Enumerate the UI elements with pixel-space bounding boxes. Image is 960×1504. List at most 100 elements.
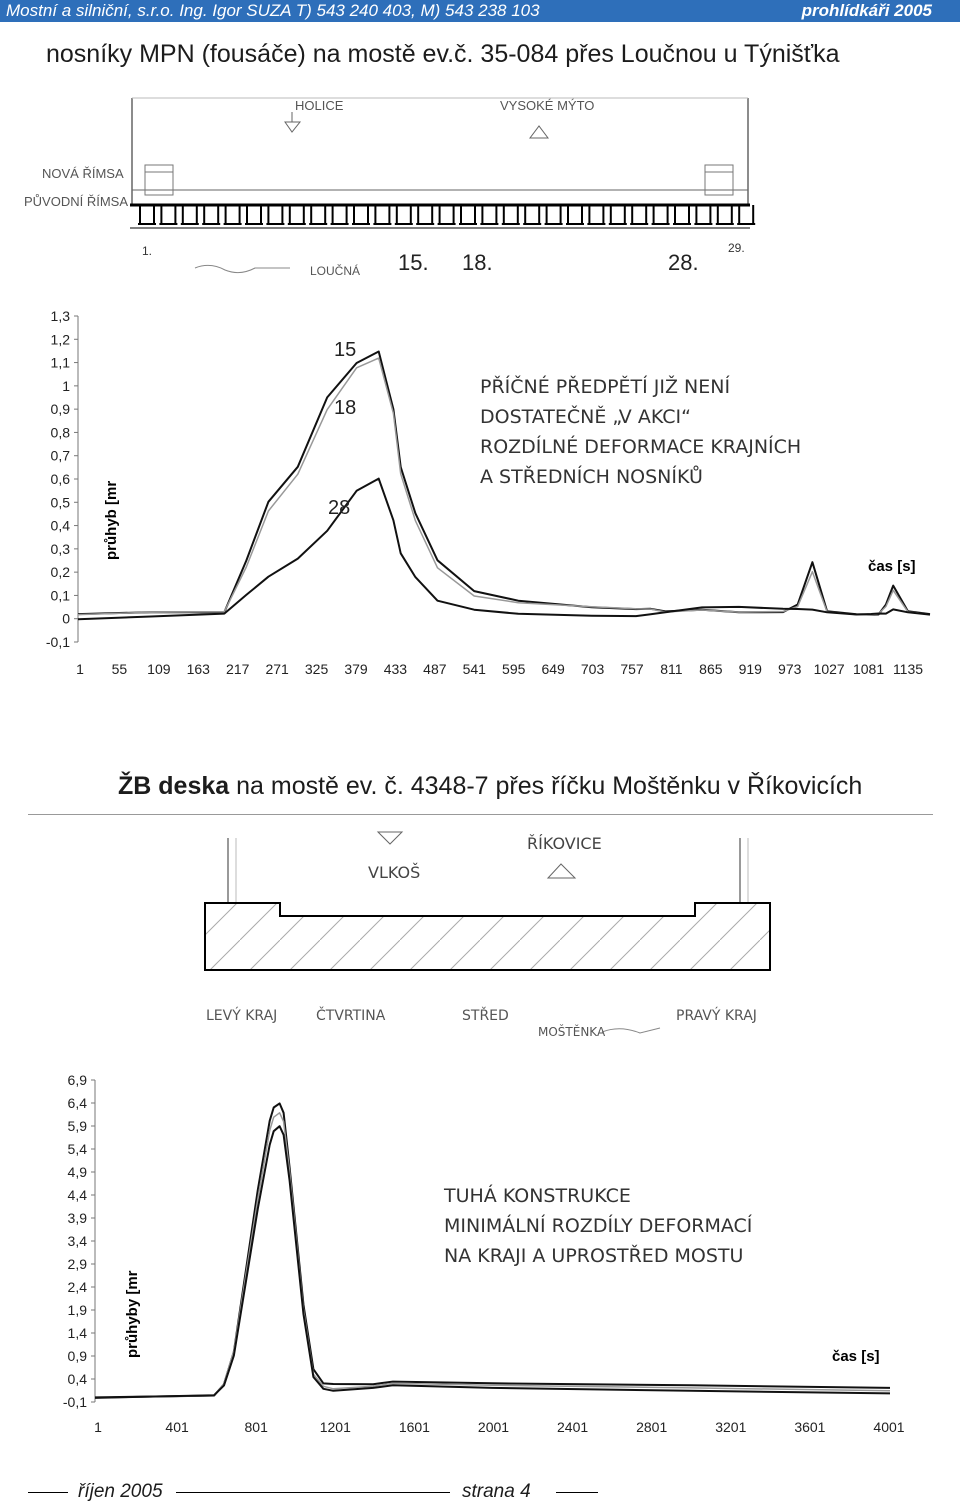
x-tick-label: 1 (94, 1419, 102, 1435)
x-tick-label: 2801 (636, 1419, 667, 1435)
y-tick-label: 0,8 (51, 424, 71, 440)
chart2-ylabel: průhyby [mr (124, 1270, 141, 1358)
chart2-xlabel: čas [s] (832, 1348, 880, 1365)
beam-label-1: 1. (142, 244, 152, 258)
x-tick-label: 163 (187, 661, 211, 677)
beam (180, 205, 199, 225)
direction-vysoke-myto: VYSOKÉ MÝTO (500, 98, 594, 113)
x-tick-label: 1 (76, 661, 84, 677)
x-tick-label: 487 (423, 661, 447, 677)
direction-holice: HOLICE (295, 98, 344, 113)
footer-rule-right (556, 1492, 598, 1493)
x-tick-label: 973 (778, 661, 802, 677)
beam (651, 205, 670, 225)
river-mostenka: MOŠTĚNKA (538, 1024, 606, 1039)
x-tick-label: 1201 (320, 1419, 351, 1435)
y-tick-label: 1 (62, 378, 70, 394)
y-tick-label: 0,9 (68, 1348, 88, 1364)
series-line (77, 477, 931, 621)
pos-left-edge: LEVÝ KRAJ (206, 1007, 277, 1024)
x-tick-label: 919 (739, 661, 763, 677)
chart1-ylabel: průhyb [mr (103, 481, 120, 560)
beam (715, 205, 734, 225)
y-tick-label: 0,4 (51, 518, 71, 534)
y-tick-label: 1,1 (51, 355, 71, 371)
x-tick-label: 325 (305, 661, 329, 677)
x-tick-label: 649 (541, 661, 565, 677)
beam (673, 205, 691, 225)
beam (544, 205, 563, 225)
beam-label-15: 15. (398, 250, 429, 275)
section2-title: ŽB deska na mostě ev. č. 4348-7 přes říč… (118, 772, 862, 801)
bridge-drawing-2: VLKOŠ ŘÍKOVICE LEVÝ KRAJ ČTVRTINA STŘED … (204, 831, 771, 1039)
note2-line2: MINIMÁLNÍ ROZDÍLY DEFORMACÍ (444, 1214, 753, 1237)
note1-line1: PŘÍČNÉ PŘEDPĚTÍ JIŽ NENÍ (480, 374, 730, 398)
y-tick-label: 0,6 (51, 471, 71, 487)
x-tick-label: 1081 (853, 661, 884, 677)
beam-label-29: 29. (728, 241, 745, 255)
beam (437, 205, 456, 225)
beam-label-18: 18. (462, 250, 493, 275)
y-tick-label: -0,1 (46, 634, 70, 650)
note1-line4: A STŘEDNÍCH NOSNÍKŮ (480, 464, 703, 488)
x-tick-label: 3201 (715, 1419, 746, 1435)
y-tick-label: 0,7 (51, 448, 71, 464)
beam (566, 205, 584, 225)
x-tick-label: 4001 (873, 1419, 904, 1435)
note1-line2: DOSTATEČNĚ „V AKCI“ (480, 404, 691, 428)
footer-month: říjen 2005 (78, 1481, 163, 1502)
beam (416, 205, 435, 225)
beam (245, 205, 263, 225)
pos-right-edge: PRAVÝ KRAJ (676, 1007, 757, 1024)
y-tick-label: 1,2 (51, 331, 71, 347)
beam (138, 205, 156, 225)
x-tick-label: 271 (265, 661, 289, 677)
x-tick-label: 703 (581, 661, 605, 677)
series-label-18: 18 (334, 397, 356, 419)
x-tick-label: 865 (699, 661, 723, 677)
beam (587, 205, 606, 225)
x-tick-label: 1027 (814, 661, 845, 677)
beam (480, 205, 499, 225)
beam (266, 205, 285, 225)
beam (223, 205, 242, 225)
y-tick-label: 2,9 (68, 1256, 88, 1272)
x-tick-label: 109 (147, 661, 171, 677)
x-tick-label: 1135 (893, 661, 923, 677)
y-tick-label: -0,1 (63, 1394, 87, 1410)
footer-rule-middle (176, 1492, 450, 1493)
beam (608, 205, 627, 225)
y-tick-label: 1,9 (68, 1302, 88, 1318)
section1-title: nosníky MPN (fousáče) na mostě ev.č. 35-… (46, 40, 840, 68)
y-tick-label: 3,4 (68, 1233, 88, 1249)
x-tick-label: 2401 (557, 1419, 588, 1435)
y-tick-label: 5,9 (68, 1118, 88, 1134)
pos-quarter: ČTVRTINA (316, 1006, 386, 1024)
y-tick-label: 4,9 (68, 1164, 88, 1180)
beam (373, 205, 392, 225)
pos-center: STŘED (462, 1007, 509, 1024)
label-old-cornice: PŮVODNÍ ŘÍMSA (24, 194, 128, 209)
x-tick-label: 801 (245, 1419, 269, 1435)
series-line (94, 1125, 891, 1399)
section2-title-rest: na mostě ev. č. 4348-7 přes říčku Moštěn… (229, 772, 863, 800)
beam (630, 205, 649, 225)
y-tick-label: 0,2 (51, 564, 71, 580)
header-right: prohlídkáři 2005 (801, 1, 932, 20)
y-tick-label: 6,9 (68, 1072, 88, 1088)
direction-vlkos: VLKOŠ (368, 863, 420, 882)
label-new-cornice: NOVÁ ŘÍMSA (42, 166, 124, 181)
beam (459, 205, 477, 225)
note2-line3: NA KRAJI A UPROSTŘED MOSTU (444, 1244, 743, 1267)
series-label-15: 15 (334, 339, 356, 361)
y-tick-label: 0,3 (51, 541, 71, 557)
footer-rule-left (28, 1492, 68, 1493)
beam (501, 205, 520, 225)
y-tick-label: 0,5 (51, 494, 71, 510)
beam (523, 205, 542, 225)
note2-line1: TUHÁ KONSTRUKCE (443, 1184, 631, 1207)
chart-1: 1,3 1,2 1,1 1 0,9 0,8 0,7 0,6 0,5 0,4 0,3 0,2 0,1 0 -0… (46, 308, 931, 677)
x-tick-label: 2001 (478, 1419, 509, 1435)
footer-page: strana 4 (462, 1481, 531, 1502)
page-footer: říjen 2005 strana 4 (0, 1480, 960, 1504)
